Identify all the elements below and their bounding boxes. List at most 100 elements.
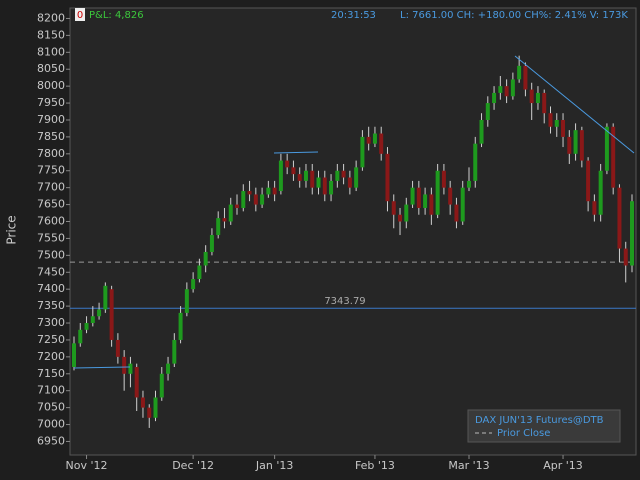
candle-body [316, 177, 321, 188]
badge: 0 [77, 10, 83, 21]
candle-body [109, 289, 114, 340]
candle-body [341, 170, 346, 178]
candle-body [485, 103, 490, 120]
y-tick-label: 7400 [37, 282, 65, 295]
candle-body [360, 136, 365, 168]
candle-body [103, 285, 108, 310]
candle-body [535, 92, 540, 104]
candle-body [498, 86, 503, 93]
y-tick-label: 7600 [37, 215, 65, 228]
candle-body [203, 251, 208, 266]
candle-body [329, 180, 334, 195]
candle-body [592, 201, 597, 215]
candle-body [416, 187, 421, 208]
plot-area [69, 7, 637, 456]
y-tick-label: 6950 [37, 434, 65, 447]
candle-body [473, 143, 478, 181]
badge-box [75, 8, 85, 21]
candle-body [398, 214, 403, 222]
y-tick-label: 7750 [37, 164, 65, 177]
candle-body [197, 265, 202, 280]
candle-body [84, 323, 89, 330]
trendline [514, 55, 635, 154]
y-tick-label: 7100 [37, 384, 65, 397]
y-tick-label: 7650 [37, 198, 65, 211]
candle-body [548, 113, 553, 127]
legend-title: DAX JUN'13 Futures@DTB [475, 415, 604, 426]
candle-body [385, 153, 390, 202]
y-tick-label: 7700 [37, 181, 65, 194]
candle-body [604, 126, 609, 171]
y-tick-label: 7950 [37, 96, 65, 109]
quote: L: 7661.00 CH: +180.00 CH%: 2.41% V: 173… [400, 10, 628, 21]
y-tick-label: 8000 [37, 79, 65, 92]
x-tick-label: Feb '13 [355, 459, 395, 472]
candle-body [492, 92, 497, 104]
legend-item[interactable]: Prior Close [497, 428, 550, 439]
pnl: P&L: 4,826 [89, 10, 144, 21]
candle-body [209, 235, 214, 252]
candle-body [247, 191, 252, 195]
y-tick-label: 7550 [37, 231, 65, 244]
candle-body [260, 194, 265, 205]
candle-body [554, 119, 559, 127]
candle-body [235, 204, 240, 208]
candle-body [166, 363, 171, 374]
candle-body [303, 170, 308, 181]
candle-body [266, 187, 271, 195]
y-tick-label: 7450 [37, 265, 65, 278]
candle-body [354, 167, 359, 188]
candle-body [172, 339, 177, 364]
candle-body [97, 309, 102, 317]
candle-body [567, 136, 572, 154]
candle-body [90, 316, 95, 324]
trendline [273, 151, 319, 154]
candle-body [128, 363, 133, 374]
candle-body [178, 312, 183, 340]
candle-body [297, 174, 302, 181]
candle-body [479, 119, 484, 144]
candle-body [435, 170, 440, 215]
candle-body [272, 187, 277, 195]
candle-body [466, 180, 471, 188]
candle-body [115, 339, 120, 357]
candle-body [216, 218, 221, 236]
candle-body [310, 170, 315, 188]
candle-body [335, 170, 340, 181]
x-tick-label: Jan '13 [255, 459, 293, 472]
legend-box [467, 409, 621, 443]
candle-body [72, 343, 76, 368]
candle-body [134, 367, 139, 398]
candle-body [379, 133, 384, 154]
candle-body [347, 177, 352, 188]
candle-body [291, 167, 296, 175]
y-tick-label: 7350 [37, 299, 65, 312]
candle-body [423, 194, 428, 208]
y-tick-label: 8100 [37, 45, 65, 58]
y-tick-label: 7800 [37, 147, 65, 160]
candle-body [623, 248, 628, 266]
x-tick-label: Apr '13 [543, 459, 583, 472]
y-tick-label: 7500 [37, 248, 65, 261]
candle-body [278, 160, 283, 192]
candle-body [510, 79, 515, 97]
candle-body [611, 126, 616, 188]
candle-body [122, 356, 127, 374]
candle-body [448, 187, 453, 205]
candle-body [322, 177, 327, 195]
y-tick-label: 7200 [37, 350, 65, 363]
reference-label: 7343.79 [324, 296, 365, 307]
candle-body [241, 191, 246, 208]
candle-body [410, 187, 415, 205]
candle-body [517, 65, 522, 80]
y-tick-label: 7150 [37, 367, 65, 380]
x-tick-label: Nov '12 [66, 459, 108, 472]
candle-body [159, 373, 164, 398]
clock: 20:31:53 [331, 10, 376, 21]
candle-body [523, 65, 528, 90]
candle-body [153, 397, 158, 418]
candle-body [228, 204, 233, 222]
candle-body [253, 194, 258, 205]
trendline [73, 366, 131, 369]
y-tick-label: 7900 [37, 113, 65, 126]
